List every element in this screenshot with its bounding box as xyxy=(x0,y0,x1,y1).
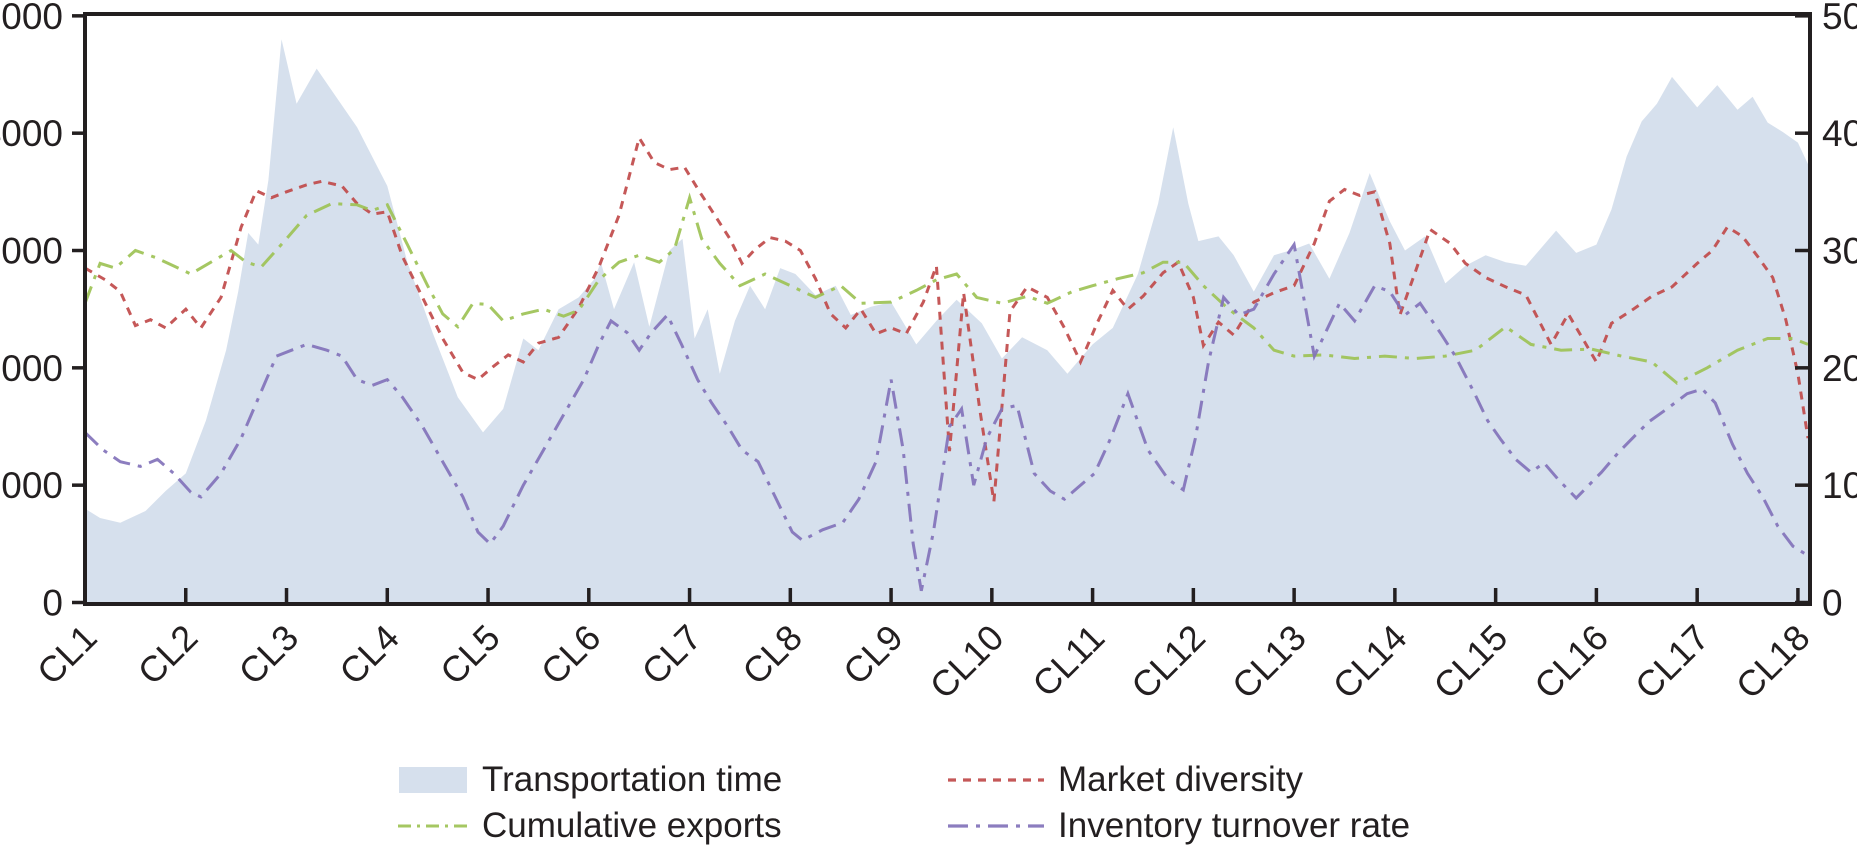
legend-label-market-diversity: Market diversity xyxy=(1058,760,1304,799)
y-right-tick-label: 20 xyxy=(1822,348,1857,389)
x-tick-label: CL8 xyxy=(734,617,810,693)
x-tick-label: CL18 xyxy=(1728,617,1818,707)
y-left-tick-label: 5000 xyxy=(0,0,63,37)
x-tick-label: CL15 xyxy=(1425,617,1515,707)
series-line-inventory-turnover-rate xyxy=(83,240,1809,592)
dash-dot-line-swatch-icon xyxy=(948,824,1044,828)
series-area-transportation-time xyxy=(85,39,1810,603)
y-left-tick-label: 2000 xyxy=(0,348,63,389)
y-right-tick-label: 40 xyxy=(1822,113,1857,154)
legend-label-cumulative-exports: Cumulative exports xyxy=(482,806,782,845)
area-swatch-icon xyxy=(399,767,467,793)
y-left-tick-label: 4000 xyxy=(0,113,63,154)
x-tick-label: CL11 xyxy=(1024,617,1112,705)
x-tick-label: CL4 xyxy=(331,617,407,693)
x-tick-label: CL12 xyxy=(1123,617,1213,707)
y-left-tick-label: 1000 xyxy=(0,465,63,506)
series-line-cumulative-exports xyxy=(83,192,1809,385)
legend-label-inventory-turnover-rate: Inventory turnover rate xyxy=(1058,806,1411,845)
y-right-tick-label: 50 xyxy=(1822,0,1857,37)
x-tick-label: CL17 xyxy=(1627,617,1717,707)
legend-item-inventory-turnover-rate: Inventory turnover rate xyxy=(948,806,1410,846)
x-tick-label: CL16 xyxy=(1526,617,1616,707)
y-right-tick-label: 10 xyxy=(1822,465,1857,506)
legend-item-transportation-time: Transportation time xyxy=(398,760,782,800)
y-left-tick-label: 0 xyxy=(42,583,63,624)
x-tick-label: CL5 xyxy=(432,617,508,693)
legend-item-cumulative-exports: Cumulative exports xyxy=(398,806,782,846)
series-line-market-diversity xyxy=(84,134,1810,502)
x-tick-label: CL10 xyxy=(922,617,1012,707)
x-tick-label: CL7 xyxy=(634,617,710,693)
dashed-line-swatch-icon xyxy=(948,778,1044,782)
legend-label-transportation-time: Transportation time xyxy=(482,760,783,799)
x-tick-label: CL14 xyxy=(1325,617,1415,707)
x-tick-label: CL1 xyxy=(29,617,105,693)
legend-item-market-diversity: Market diversity xyxy=(948,760,1303,800)
y-right-tick-label: 30 xyxy=(1822,231,1857,272)
y-left-tick-label: 3000 xyxy=(0,231,63,272)
plot-border xyxy=(83,12,1812,606)
x-tick-label: CL9 xyxy=(835,617,911,693)
x-tick-label: CL13 xyxy=(1224,617,1314,707)
x-tick-label: CL6 xyxy=(533,617,609,693)
y-right-tick-label: 0 xyxy=(1822,583,1843,624)
x-tick-label: CL3 xyxy=(230,617,306,693)
dash-dot-line-swatch-icon xyxy=(398,824,468,828)
x-tick-label: CL2 xyxy=(130,617,206,693)
